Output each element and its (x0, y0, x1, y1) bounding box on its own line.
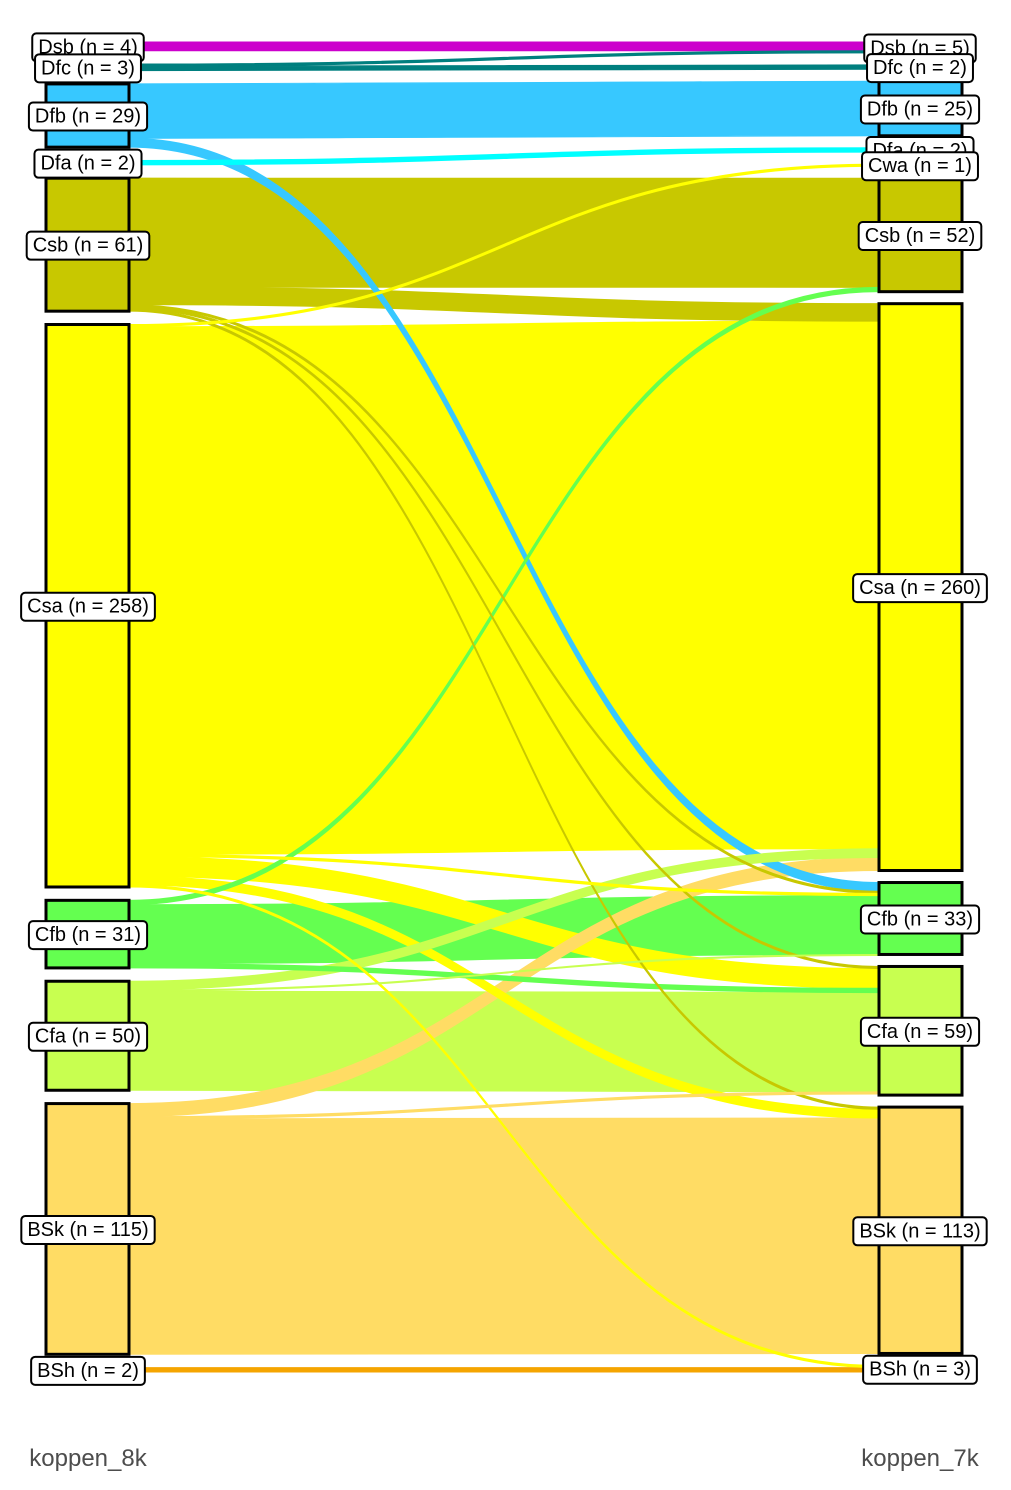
right-node-label-cfa: Cfa (n = 59) (859, 1016, 981, 1047)
axis-label-left: koppen_8k (29, 1445, 147, 1472)
right-node-label-box (859, 94, 981, 125)
left-node-label-box (25, 230, 151, 261)
flow-dfa-to-dfa (128, 147, 880, 166)
right-node-label-csa: Csa (n = 260) (852, 573, 988, 604)
labels-layer: Dsb (n = 4)Dfc (n = 3) Dfb (n = 29) Dfa (n… (20, 32, 988, 1386)
left-node-label-box (20, 591, 156, 622)
flow-bsh-to-bsh (128, 1367, 880, 1373)
right-node-label-cfb: Cfb (n = 33) (859, 904, 981, 935)
axis-label-right: koppen_7k (861, 1445, 979, 1472)
right-node-label-box (866, 53, 974, 84)
right-node-label-dfb: Dfb (n = 25) (859, 94, 981, 125)
flow-cfa-to-cfa (128, 990, 880, 1093)
right-node-label-box (852, 1216, 988, 1247)
left-node-label-csa: Csa (n = 258) (20, 591, 156, 622)
flow-csa-to-csa (128, 320, 880, 855)
right-node-label-text: Dfb (n = 25) (867, 99, 973, 121)
left-node-label-bsk: BSk (n = 115) (20, 1214, 156, 1245)
left-node-label-text: Cfa (n = 50) (35, 1026, 141, 1048)
left-node-label-text: Csb (n = 61) (33, 235, 144, 257)
right-node-label-text: Dfc (n = 2) (873, 57, 967, 79)
flow-dsb-to-dsb (128, 41, 880, 52)
right-node-label-box (861, 151, 979, 182)
left-node-label-box (27, 101, 149, 132)
left-node-label-dfc: Dfc (n = 3) (34, 53, 142, 84)
flow-csb-to-csa (128, 286, 880, 322)
left-node-label-cfa: Cfa (n = 50) (27, 1021, 149, 1052)
flow-bsk-to-bsk (128, 1117, 880, 1355)
right-node-label-box (859, 1016, 981, 1047)
right-node-label-box (859, 904, 981, 935)
flow-dfb-to-dfb (128, 80, 880, 139)
right-node-label-box (852, 573, 988, 604)
right-node-label-bsh: BSh (n = 3) (862, 1354, 978, 1385)
right-node-label-dfc: Dfc (n = 2) (866, 53, 974, 84)
left-node-label-text: Dsb (n = 4) (38, 36, 137, 58)
left-node-label-box (34, 53, 142, 84)
left-node-label-cfb: Cfb (n = 31) (27, 920, 149, 951)
left-node-label-dfa: Dfa (n = 2) (33, 148, 143, 179)
right-node-label-bsk: BSk (n = 113) (852, 1216, 988, 1247)
left-node-label-text: Cfb (n = 31) (35, 924, 141, 946)
left-node-label-text: Dfb (n = 29) (35, 106, 141, 128)
right-node-label-text: Cfa (n = 59) (867, 1021, 973, 1043)
left-node-label-text: Dfc (n = 3) (41, 57, 135, 79)
left-node-label-box (20, 1214, 156, 1245)
left-node-label-box (30, 1355, 146, 1386)
flows-layer (128, 41, 880, 1373)
left-node-label-bsh: BSh (n = 2) (30, 1355, 146, 1386)
left-node-label-box (33, 148, 143, 179)
left-node-label-box (27, 920, 149, 951)
left-node-label-text: Dfa (n = 2) (40, 153, 135, 175)
left-node-label-csb: Csb (n = 61) (25, 230, 151, 261)
flow-csb-to-csb (128, 177, 880, 288)
right-node-label-text: Csa (n = 260) (859, 577, 981, 599)
left-node-label-text: Csa (n = 258) (27, 596, 149, 618)
left-node-label-text: BSh (n = 2) (37, 1360, 139, 1382)
right-node-label-text: Csb (n = 52) (865, 225, 976, 247)
flow-dfc-to-dsb (128, 50, 880, 67)
right-node-label-text: BSk (n = 113) (859, 1220, 980, 1242)
left-node-label-text: BSk (n = 115) (27, 1219, 148, 1241)
right-node-label-csb: Csb (n = 52) (857, 220, 983, 251)
right-node-label-box (857, 220, 983, 251)
right-node-label-text: Cfb (n = 33) (867, 908, 973, 930)
left-node-label-box (27, 1021, 149, 1052)
right-node-label-text: Cwa (n = 1) (868, 155, 972, 177)
right-node-label-cwa: Cwa (n = 1) (861, 151, 979, 182)
right-node-label-box (862, 1354, 978, 1385)
left-node-label-dfb: Dfb (n = 29) (27, 101, 149, 132)
right-node-label-text: BSh (n = 3) (869, 1359, 971, 1381)
